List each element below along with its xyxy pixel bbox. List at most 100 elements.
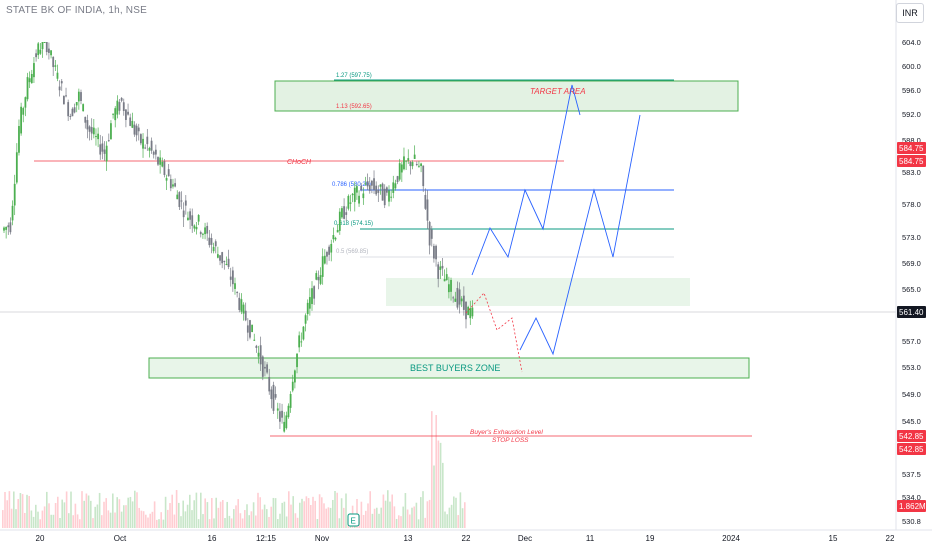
candle-body — [165, 178, 168, 181]
candle-body — [407, 158, 410, 161]
volume-bar — [184, 511, 187, 528]
volume-bar — [167, 509, 169, 528]
volume-bar — [314, 500, 316, 528]
candle-body — [300, 341, 303, 343]
volume-bar — [444, 511, 446, 528]
candle-body — [334, 237, 337, 240]
volume-bar — [131, 501, 134, 528]
volume-bar — [103, 501, 105, 528]
candle-body — [174, 183, 177, 187]
price-tick-label: 573.0 — [902, 233, 921, 242]
candle-body — [302, 326, 305, 340]
volume-bar — [431, 411, 433, 528]
volume-bar — [299, 502, 301, 528]
volume-bar — [422, 491, 424, 528]
volume-bar — [261, 509, 264, 528]
volume-bar — [426, 501, 429, 528]
time-tick-label: 11 — [586, 534, 595, 543]
volume-bar — [272, 497, 275, 528]
candle-body — [48, 48, 50, 53]
volume-bar — [30, 510, 33, 528]
volume-bar — [395, 518, 398, 528]
candle-body — [101, 143, 104, 152]
time-axis[interactable]: 20 Oct 16 12:15 Nov 13 22 Dec 11 19 2024 15 22 — [36, 534, 895, 543]
candle-body — [364, 183, 367, 185]
candle-body — [144, 147, 147, 149]
volume-bar — [39, 519, 41, 528]
candle-body — [137, 127, 140, 132]
candle-body — [133, 124, 136, 135]
volume-bar — [439, 442, 442, 528]
candle-body — [452, 297, 455, 299]
volume-bar — [334, 490, 336, 528]
volume-bar — [217, 507, 220, 528]
price-tick-label: 557.0 — [902, 337, 921, 346]
symbol-title[interactable]: STATE BK OF INDIA, 1h, NSE — [6, 5, 147, 16]
candle-body — [193, 225, 196, 229]
volume-bar — [85, 493, 88, 528]
best-buyers-zone — [148, 357, 750, 379]
earnings-marker[interactable] — [347, 513, 360, 527]
volume-bar — [17, 499, 19, 528]
volume-bar — [118, 499, 121, 528]
candle-body — [69, 116, 72, 118]
candle-body — [447, 284, 450, 293]
volume-bar — [224, 517, 226, 528]
candle-body — [15, 152, 18, 183]
volume-bar — [13, 491, 15, 528]
volume-bar — [125, 505, 127, 528]
candle-body — [154, 149, 157, 155]
price-tick-label: 534.0 — [902, 493, 921, 502]
time-tick-label: 16 — [208, 534, 217, 543]
candle-body — [426, 199, 429, 221]
candle-body — [184, 200, 187, 206]
volume-bar — [175, 490, 178, 528]
volume-bar — [200, 492, 202, 528]
volume-bar — [72, 515, 74, 528]
volume-bar — [268, 516, 270, 528]
time-tick-label: 12:15 — [256, 534, 277, 543]
fib-0786-label: 0.786 (580.20) — [332, 182, 371, 188]
candle-body — [274, 394, 277, 398]
candle-body — [120, 97, 123, 101]
volume-bar — [142, 511, 145, 528]
volume-bar — [37, 511, 39, 528]
volume-bar — [127, 497, 129, 528]
candle-body — [107, 140, 110, 142]
candle-body — [212, 246, 215, 252]
volume-bar — [160, 512, 162, 528]
candle-body — [456, 287, 459, 308]
exhaustion-label: Buyer's Exhaustion Level — [470, 429, 543, 436]
volume-bar — [294, 513, 297, 528]
volume-bar — [156, 519, 158, 528]
candle-body — [356, 186, 358, 193]
candle-body — [135, 125, 138, 136]
candle-body — [392, 182, 395, 193]
candle-body — [383, 188, 386, 206]
candle-body — [394, 183, 397, 189]
volume-bar — [6, 500, 8, 528]
candle-body — [227, 258, 230, 267]
candle-body — [142, 138, 144, 149]
volume-bar — [356, 498, 358, 528]
volume-bar — [464, 502, 466, 528]
volume-bar — [81, 491, 83, 528]
projection-path-red — [465, 292, 523, 373]
currency-button[interactable]: INR — [896, 3, 924, 23]
volume-bar — [435, 415, 437, 528]
candle-body — [293, 370, 296, 383]
candle-body — [180, 200, 183, 202]
candle-body — [244, 310, 247, 321]
candle-body — [441, 265, 444, 269]
candle-body — [266, 364, 268, 373]
candle-body — [351, 193, 354, 196]
candle-body — [424, 194, 427, 209]
volume-bar — [448, 507, 451, 528]
volume-bar — [147, 517, 149, 528]
price-badges: 584.75 584.75 561.40 542.85 542.85 1.862M — [897, 142, 926, 512]
candle-body — [360, 185, 363, 190]
price-tick-label: 588.0 — [902, 136, 921, 145]
candle-body — [370, 180, 373, 186]
candle-body — [242, 304, 245, 314]
